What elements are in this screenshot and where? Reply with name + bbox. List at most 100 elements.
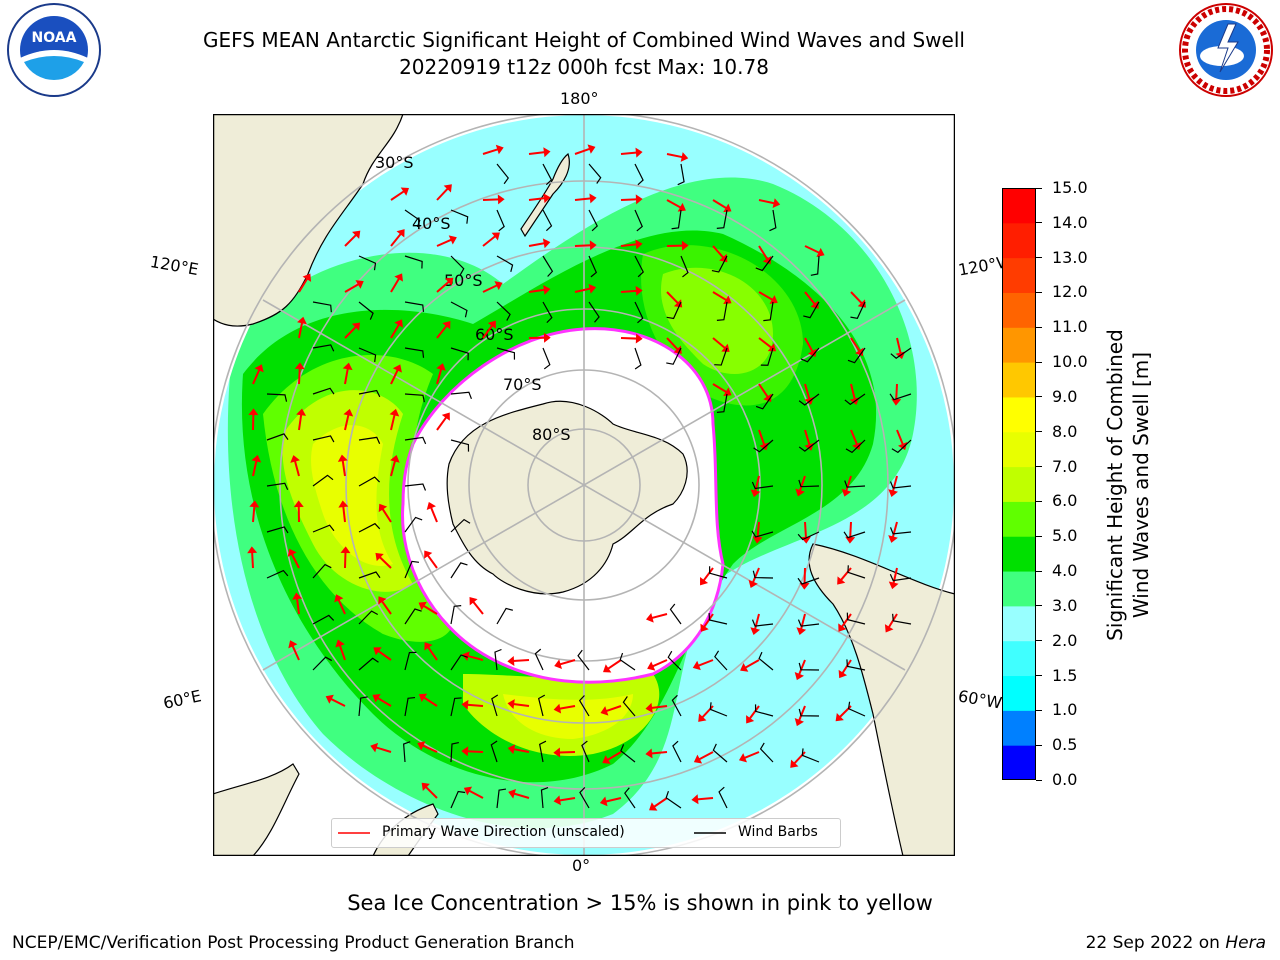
colorbar-segment	[1002, 431, 1036, 468]
wave-direction-arrowhead	[338, 500, 349, 508]
wind-barb	[797, 531, 820, 541]
wave-direction-arrow	[558, 751, 576, 754]
wind-barb	[797, 577, 820, 585]
wind-barb	[358, 389, 381, 398]
wave-direction-arrow	[252, 505, 256, 523]
wind-barb	[709, 566, 728, 579]
wave-direction-arrowhead	[816, 247, 825, 257]
colorbar-tick-label: 10.0	[1052, 352, 1088, 372]
wave-direction-arrowhead	[588, 283, 597, 294]
map-title: GEFS MEAN Antarctic Significant Height o…	[203, 28, 965, 52]
wave-direction-arrowhead	[750, 627, 761, 635]
wave-direction-arrowhead	[337, 454, 348, 462]
wind-barb	[539, 740, 547, 763]
wave-direction-arrow	[528, 242, 545, 247]
wave-direction-arrow	[376, 696, 392, 707]
wave-direction-arrowhead	[740, 662, 749, 672]
wind-barb	[450, 391, 472, 400]
wind-barb	[358, 610, 379, 625]
wave-direction-arrow	[651, 659, 668, 668]
wave-direction-arrowhead	[599, 796, 608, 807]
wave-direction-arrow	[436, 416, 448, 431]
wave-direction-arrow	[758, 383, 769, 398]
wave-direction-arrowhead	[495, 144, 504, 155]
wind-barb	[496, 209, 505, 232]
colorbar-segment	[1002, 745, 1036, 780]
wind-barb	[716, 301, 728, 321]
wave-direction-arrow	[528, 151, 546, 155]
colorbar-segment	[1002, 222, 1036, 259]
wave-direction-arrowhead	[288, 640, 298, 649]
wind-barb	[358, 255, 377, 271]
wind-barb	[450, 697, 462, 717]
wave-direction-arrowhead	[375, 552, 384, 562]
wave-direction-arrowhead	[645, 748, 653, 759]
wave-direction-arrowhead	[373, 647, 382, 656]
wave-direction-arrowhead	[646, 612, 654, 623]
national-weather-service-logo	[1179, 3, 1273, 97]
wave-direction-arrowhead	[417, 741, 426, 751]
wave-direction-arrowhead	[251, 454, 262, 463]
wind-barb	[403, 741, 411, 763]
wave-direction-arrow	[482, 324, 494, 339]
wave-direction-arrow	[472, 600, 484, 615]
svg-text:NOAA: NOAA	[32, 30, 77, 46]
wave-direction-arrow	[513, 702, 530, 707]
wave-direction-arrow	[574, 287, 591, 293]
wave-direction-arrow	[337, 599, 346, 615]
wave-direction-arrowhead	[693, 754, 703, 764]
wave-direction-arrowhead	[647, 661, 656, 671]
wave-direction-arrowhead	[723, 203, 732, 213]
wave-direction-arrow	[467, 654, 484, 661]
wave-direction-arrow	[620, 243, 638, 247]
wave-direction-arrow	[436, 238, 453, 247]
wave-direction-arrowhead	[436, 363, 446, 371]
wave-direction-arrowhead	[389, 408, 400, 417]
wave-direction-arrow	[390, 190, 405, 201]
wind-barb	[801, 748, 820, 763]
wave-direction-arrow	[800, 613, 806, 630]
wind-barb	[634, 255, 644, 278]
wind-barb	[798, 439, 820, 452]
wind-barb	[542, 209, 553, 232]
wave-direction-arrowhead	[794, 672, 804, 681]
wave-direction-arrow	[426, 554, 438, 569]
wave-direction-arrowhead	[325, 694, 334, 704]
lat-label-70s: 70°S	[503, 375, 542, 394]
wave-direction-arrow	[620, 289, 638, 293]
lat-label-80s: 80°S	[532, 425, 571, 444]
colorbar-tick-mark	[1036, 257, 1042, 259]
wave-direction-arrow	[252, 460, 258, 477]
wave-direction-arrowhead	[390, 455, 400, 463]
colorbar-segment	[1002, 710, 1036, 746]
wind-barb	[404, 560, 420, 579]
wave-direction-arrowhead	[750, 489, 761, 498]
wave-direction-arrow	[804, 521, 807, 539]
colorbar-segment	[1002, 571, 1036, 607]
wave-direction-arrow	[896, 337, 902, 354]
wave-direction-arrowhead	[838, 669, 848, 679]
wave-direction-arrow	[712, 383, 728, 394]
wind-barb	[850, 301, 866, 319]
wave-direction-arrowhead	[748, 579, 758, 588]
wave-direction-arrowhead	[290, 455, 300, 463]
wind-barb	[711, 255, 728, 273]
wind-barb	[588, 163, 602, 184]
wave-direction-arrowhead	[888, 489, 898, 497]
wave-direction-arrowhead	[378, 503, 388, 513]
wave-direction-arrowhead	[680, 152, 689, 162]
lat-label-30s: 30°S	[375, 153, 414, 172]
wave-direction-arrow	[653, 797, 668, 808]
colorbar-segment	[1002, 188, 1036, 224]
wave-direction-arrow	[891, 521, 898, 538]
wave-direction-arrow	[422, 744, 438, 753]
wind-barb	[760, 347, 774, 366]
wave-direction-arrowhead	[841, 488, 852, 497]
wind-barb	[769, 209, 777, 232]
wave-direction-arrow	[607, 659, 622, 670]
wave-direction-arrow	[423, 696, 438, 707]
wind-barb	[490, 740, 498, 763]
wind-barb	[798, 708, 820, 717]
colorbar-tick-label: 11.0	[1052, 317, 1088, 337]
wave-direction-arrowhead	[891, 398, 902, 406]
